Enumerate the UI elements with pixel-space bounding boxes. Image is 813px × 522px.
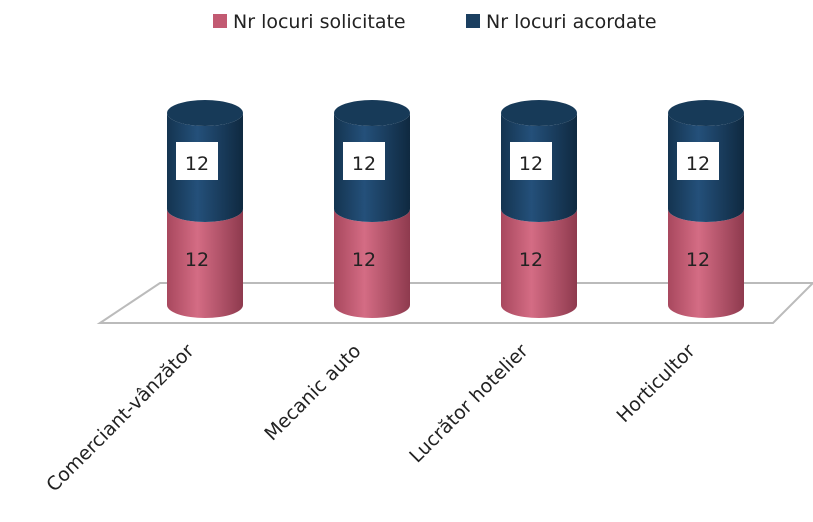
label-box	[343, 142, 385, 180]
x-tick-label: Mecanic auto	[260, 340, 365, 445]
x-tick-label: Lucrător hotelier	[405, 340, 532, 467]
cylinder-top	[668, 100, 744, 126]
legend-label: Nr locuri acordate	[486, 11, 657, 33]
data-label: 12	[185, 153, 209, 175]
cylinder-segment	[334, 209, 410, 318]
data-label: 12	[352, 249, 376, 271]
label-box	[510, 142, 552, 180]
legend-swatch	[213, 14, 227, 28]
floor	[96, 282, 813, 324]
label-box	[176, 142, 218, 180]
cylinder-top	[334, 100, 410, 126]
data-label: 12	[686, 153, 710, 175]
data-label: 12	[519, 249, 543, 271]
x-tick-label: Horticultor	[612, 340, 699, 427]
cylinder-top	[501, 100, 577, 126]
legend-label: Nr locuri solicitate	[233, 11, 406, 33]
data-label: 12	[686, 249, 710, 271]
data-label: 12	[185, 249, 209, 271]
label-box	[677, 142, 719, 180]
cylinder-top	[167, 100, 243, 126]
legend-swatch	[466, 14, 480, 28]
x-tick-label: Comerciant-vânzător	[42, 340, 198, 496]
cylinder-segment	[501, 209, 577, 318]
data-label: 12	[352, 153, 376, 175]
data-label: 12	[519, 153, 543, 175]
cylinder-segment	[167, 209, 243, 318]
cylinder-segment	[668, 209, 744, 318]
